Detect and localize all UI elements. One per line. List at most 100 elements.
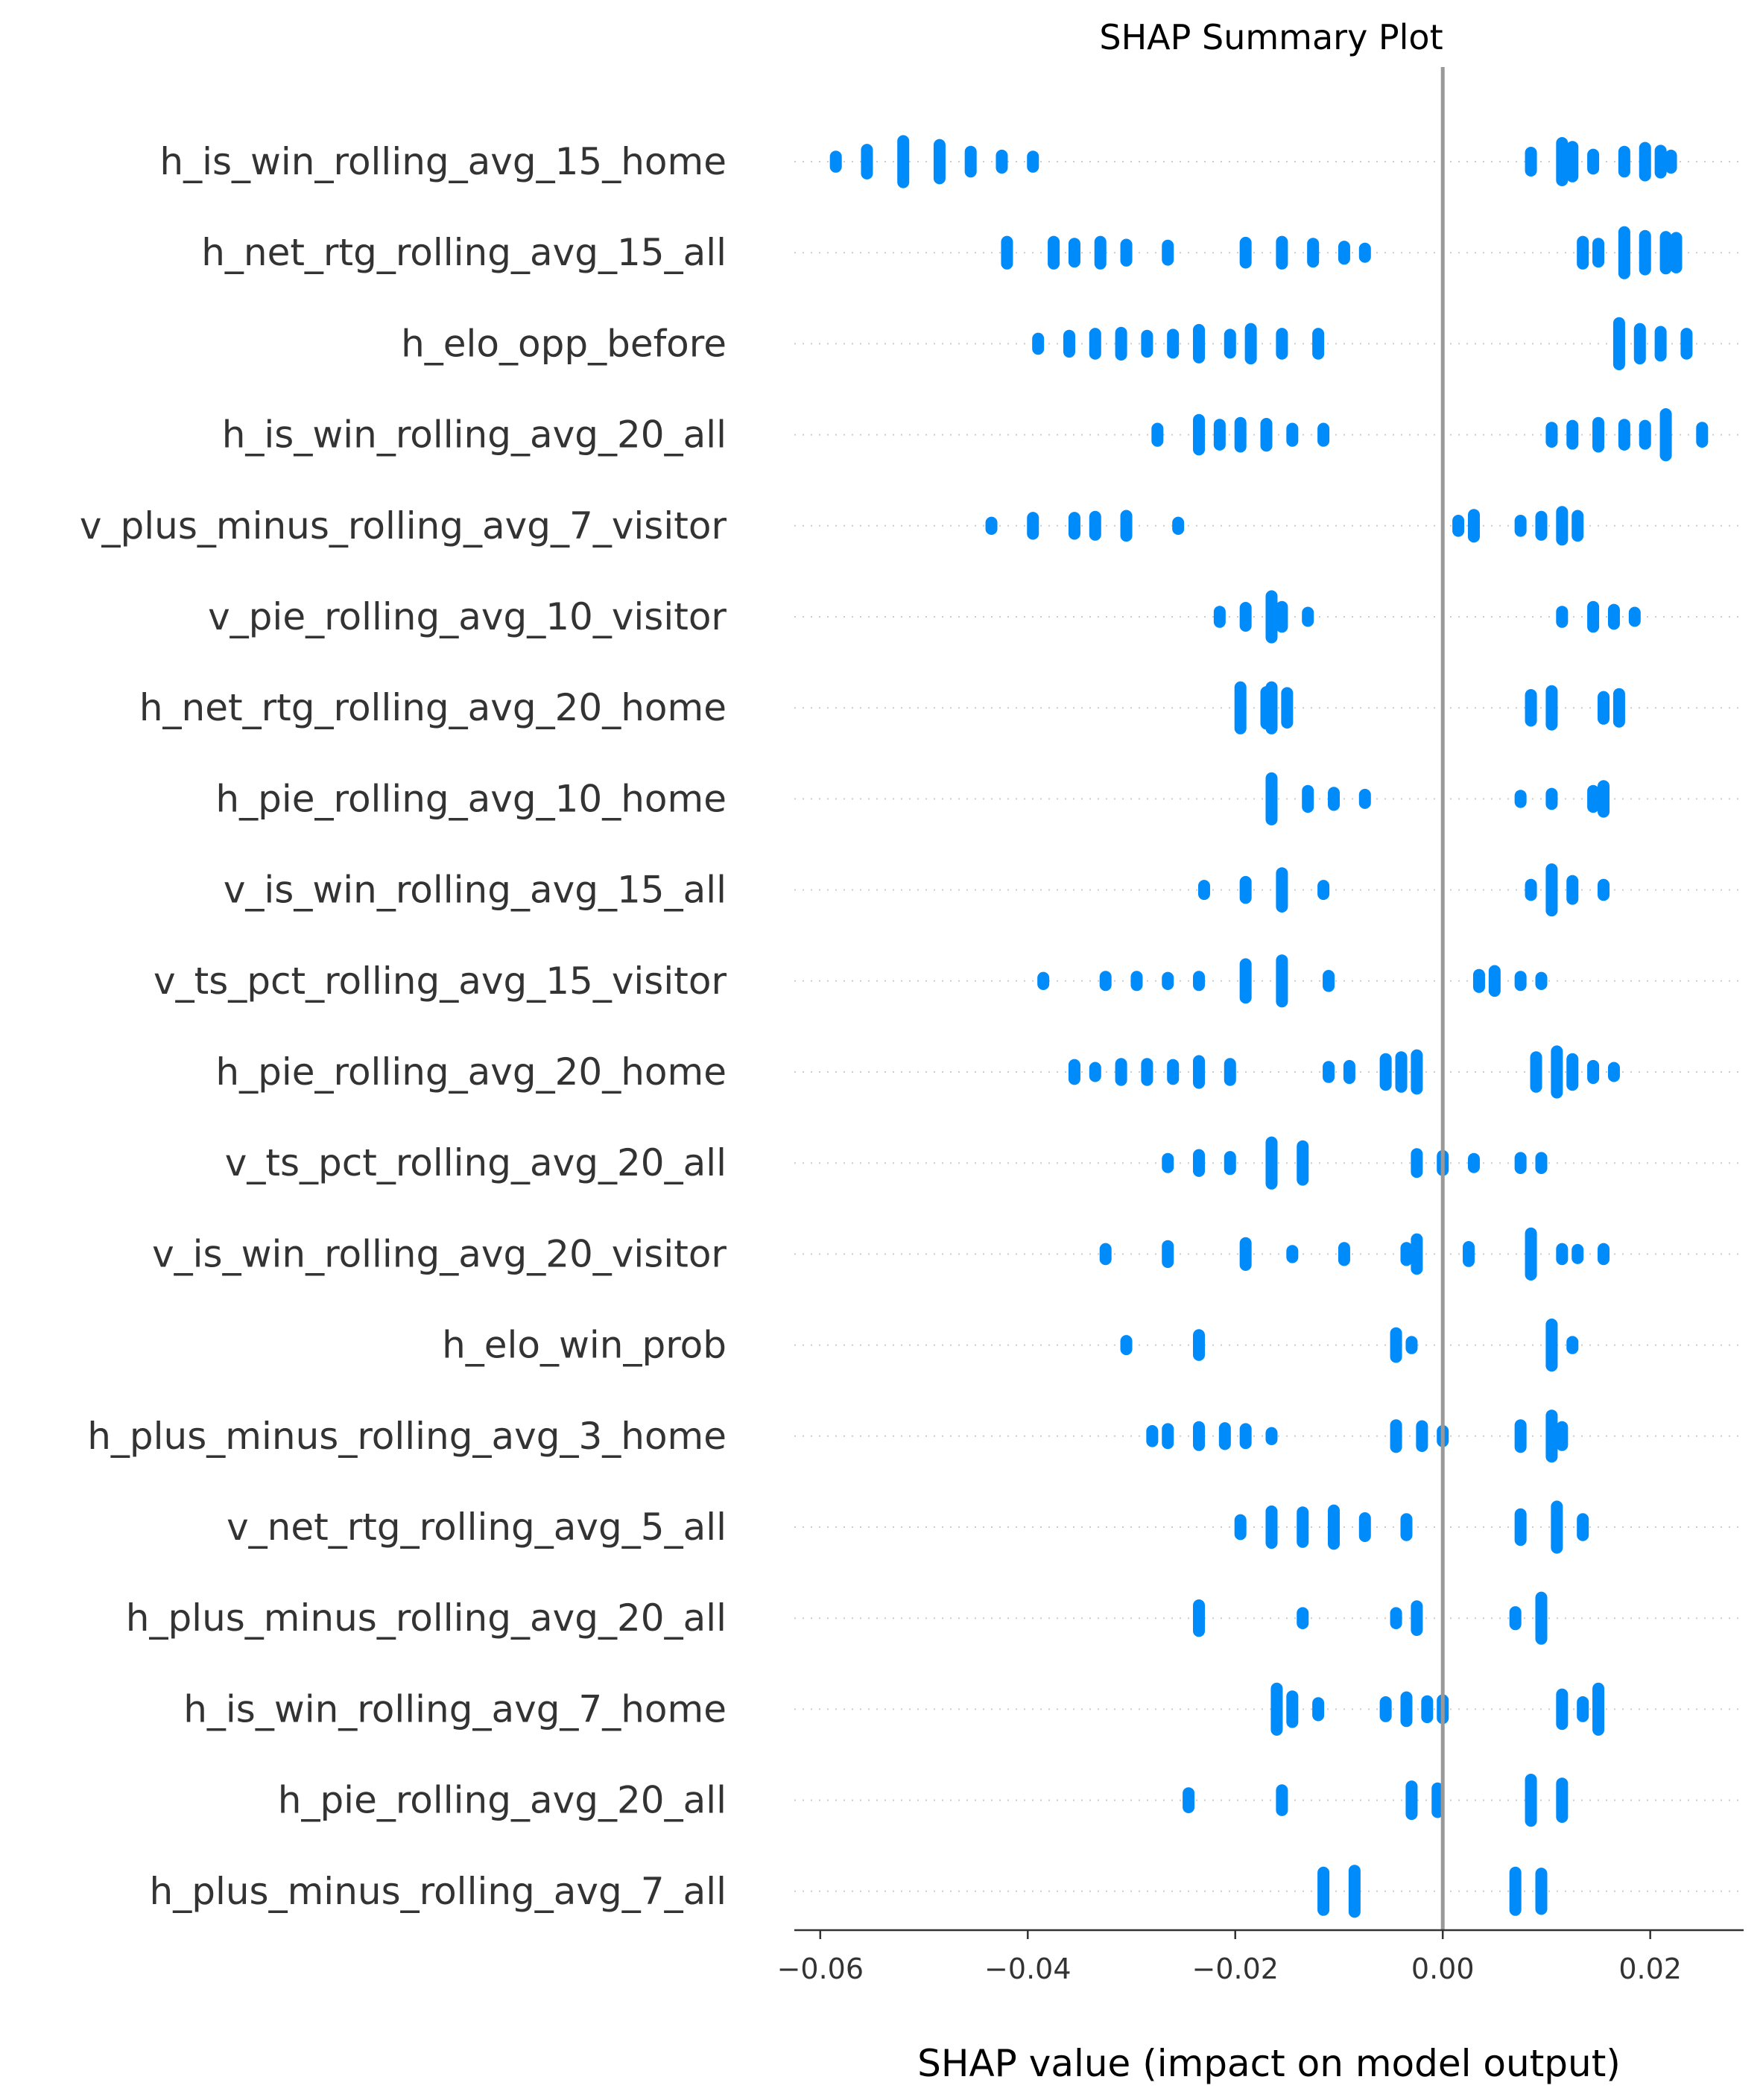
shap-point (1525, 1774, 1537, 1827)
shap-point (1400, 1691, 1413, 1728)
shap-point (1239, 236, 1252, 269)
shap-point (1338, 241, 1350, 265)
shap-point (1411, 1148, 1423, 1179)
shap-point (1405, 1336, 1418, 1354)
shap-point (1545, 863, 1558, 917)
feature-label: v_ts_pct_rolling_avg_20_all (225, 1141, 727, 1184)
feature-label: h_elo_opp_before (401, 322, 727, 365)
shap-point (1571, 510, 1584, 542)
shap-point (1317, 880, 1330, 901)
shap-point (996, 149, 1008, 174)
shap-point (1639, 142, 1651, 182)
shap-point (933, 139, 946, 185)
shap-point (1659, 231, 1672, 275)
feature-label: h_is_win_rolling_avg_7_home (183, 1687, 727, 1731)
shap-point (1556, 606, 1569, 628)
shap-point (1027, 512, 1039, 540)
feature-labels: h_is_win_rolling_avg_15_home h_net_rtg_ro… (80, 140, 727, 1913)
shap-point (1525, 1227, 1537, 1281)
shap-point (1514, 1152, 1527, 1174)
feature-label: v_plus_minus_rolling_avg_7_visitor (80, 504, 727, 548)
shap-point (1297, 1506, 1309, 1548)
shap-point (1587, 148, 1600, 175)
shap-point (1696, 422, 1709, 448)
shap-point (1317, 422, 1330, 447)
shap-point (1167, 1059, 1180, 1085)
feature-label: v_net_rtg_rolling_avg_5_all (227, 1506, 727, 1549)
shap-point (1001, 235, 1013, 270)
shap-point (1244, 323, 1257, 365)
shap-point (1218, 1422, 1231, 1450)
shap-point (1276, 235, 1288, 270)
shap-point (1535, 1868, 1548, 1915)
shap-point (1162, 1152, 1174, 1173)
shap-point (1323, 970, 1335, 992)
shap-point (1302, 784, 1314, 813)
feature-label: v_is_win_rolling_avg_20_visitor (152, 1232, 727, 1275)
shap-point (1467, 509, 1480, 543)
shap-point (1193, 1055, 1206, 1089)
shap-point (1514, 971, 1527, 992)
shap-point (1639, 419, 1651, 450)
shap-point (1146, 1425, 1159, 1447)
shap-point (897, 135, 910, 188)
shap-point (1577, 1513, 1589, 1541)
shap-point (1270, 1682, 1283, 1736)
shap-point (1592, 416, 1605, 453)
shap-point (1094, 235, 1107, 270)
shap-point (1317, 1866, 1330, 1916)
shap-point (1400, 1513, 1413, 1541)
shap-point (1551, 1500, 1563, 1554)
shap-point (1130, 971, 1143, 992)
shap-point (1530, 1051, 1542, 1093)
shap-point (1297, 1607, 1309, 1629)
shap-point (1535, 510, 1548, 541)
feature-label: h_net_rtg_rolling_avg_20_home (139, 686, 727, 729)
shap-point (1348, 1865, 1361, 1918)
shap-point (1099, 971, 1112, 992)
feature-label: h_plus_minus_rolling_avg_3_home (87, 1415, 727, 1458)
shap-point (1390, 1419, 1402, 1453)
feature-label: h_pie_rolling_avg_10_home (215, 777, 727, 820)
shap-point (1281, 687, 1294, 729)
shap-point (1239, 958, 1252, 1004)
shap-point (1545, 685, 1558, 731)
shap-point (1618, 145, 1630, 178)
shap-point (1328, 1504, 1341, 1550)
shap-point (1472, 968, 1485, 993)
shap-point (1068, 512, 1080, 540)
feature-label: h_is_win_rolling_avg_15_home (159, 140, 727, 183)
shap-point (861, 144, 873, 180)
shap-point (1509, 1606, 1522, 1631)
shap-point (1390, 1607, 1402, 1629)
shap-point (1089, 510, 1101, 541)
shap-point (1612, 688, 1625, 728)
shap-point (1234, 1514, 1247, 1541)
shap-point (1598, 780, 1610, 818)
scatter-points (829, 135, 1709, 1918)
shap-point (1120, 1335, 1133, 1356)
shap-point (1213, 606, 1226, 628)
shap-point (1416, 1420, 1428, 1453)
shap-point (1063, 329, 1075, 358)
feature-label: v_is_win_rolling_avg_15_all (224, 869, 727, 912)
shap-point (1411, 1049, 1423, 1095)
shap-point (1358, 1512, 1371, 1542)
shap-point (1639, 229, 1651, 276)
shap-point (1556, 506, 1569, 546)
shap-point (1197, 880, 1210, 901)
shap-point (1411, 1600, 1423, 1637)
shap-point (1162, 971, 1174, 990)
shap-point (1302, 606, 1314, 627)
shap-point (1032, 332, 1045, 355)
shap-point (1297, 1140, 1309, 1186)
shap-point (1395, 1051, 1408, 1093)
shap-point (1115, 1058, 1127, 1086)
shap-point (1193, 1329, 1206, 1361)
shap-point (1628, 606, 1641, 627)
shap-point (1224, 329, 1236, 359)
shap-point (1566, 1053, 1579, 1091)
shap-point (1665, 149, 1677, 174)
shap-point (1239, 875, 1252, 904)
